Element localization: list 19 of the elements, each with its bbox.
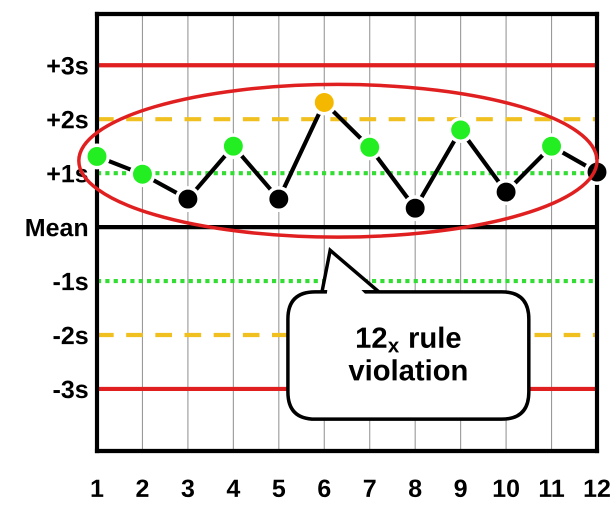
y-tick-label: Mean (26, 218, 88, 236)
x-tick-label: 11 (540, 480, 564, 497)
x-tick-label: 9 (454, 479, 467, 498)
x-tick-label: 8 (409, 479, 422, 498)
y-tick-label: -3s (54, 380, 88, 398)
x-tick-label: 5 (272, 480, 286, 498)
y-tick-label: +3s (47, 56, 88, 75)
x-tick-label: 2 (136, 479, 148, 497)
y-tick-label: -1s (54, 272, 88, 290)
x-tick-label: 3 (182, 479, 194, 498)
x-tick-label: 1 (92, 480, 104, 497)
x-tick-label: 4 (226, 480, 240, 497)
x-tick-label: 12 (584, 479, 610, 497)
y-tick-label: +2s (47, 110, 88, 129)
annotation: 12$_{x}$ rule violation (348, 326, 467, 381)
x-tick-label: 6 (318, 479, 330, 498)
y-tick-label: -2s (54, 326, 88, 344)
x-tick-label: 10 (494, 479, 519, 498)
x-tick-label: 7 (364, 480, 376, 497)
